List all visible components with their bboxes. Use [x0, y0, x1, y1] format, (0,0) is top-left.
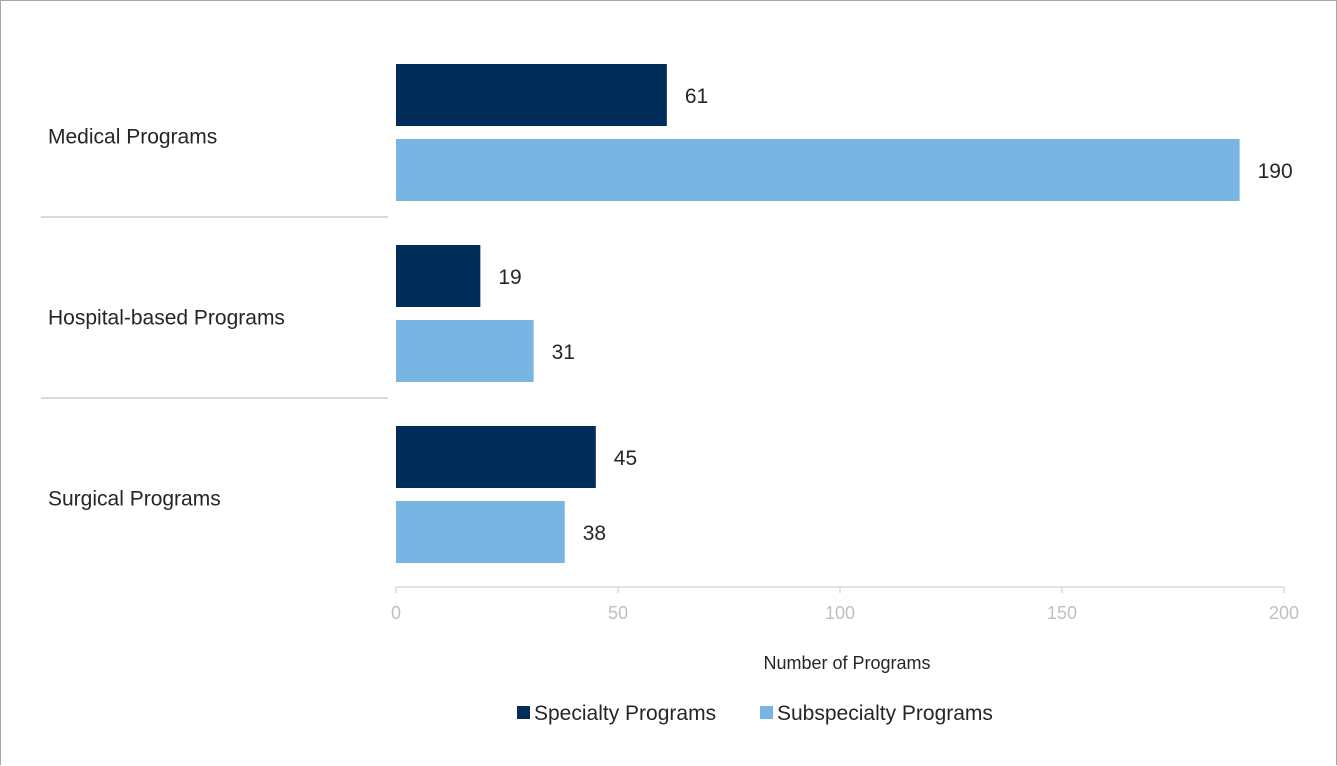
- bar-subspecialty: [396, 501, 565, 563]
- data-label: 38: [583, 522, 606, 545]
- legend-swatch-subspecialty: [760, 706, 773, 719]
- bar-subspecialty: [396, 320, 534, 382]
- bar-specialty: [396, 64, 667, 126]
- bar-subspecialty: [396, 139, 1240, 201]
- x-axis-title: Number of Programs: [763, 653, 930, 673]
- category-label: Surgical Programs: [48, 488, 221, 511]
- category-label: Hospital-based Programs: [48, 307, 285, 330]
- data-label: 190: [1258, 160, 1293, 183]
- bar-specialty: [396, 245, 481, 307]
- data-label: 19: [498, 266, 521, 289]
- legend-swatch-specialty: [517, 706, 530, 719]
- data-label: 31: [552, 341, 575, 364]
- x-tick-label: 200: [1269, 603, 1299, 623]
- bar-specialty: [396, 426, 596, 488]
- data-label: 61: [685, 85, 708, 108]
- x-tick-label: 0: [391, 603, 401, 623]
- legend-label: Subspecialty Programs: [777, 702, 993, 725]
- data-label: 45: [614, 447, 637, 470]
- x-tick-label: 50: [608, 603, 628, 623]
- x-tick-label: 150: [1047, 603, 1077, 623]
- legend-label: Specialty Programs: [534, 702, 716, 725]
- x-tick-label: 100: [825, 603, 855, 623]
- category-label: Medical Programs: [48, 126, 217, 149]
